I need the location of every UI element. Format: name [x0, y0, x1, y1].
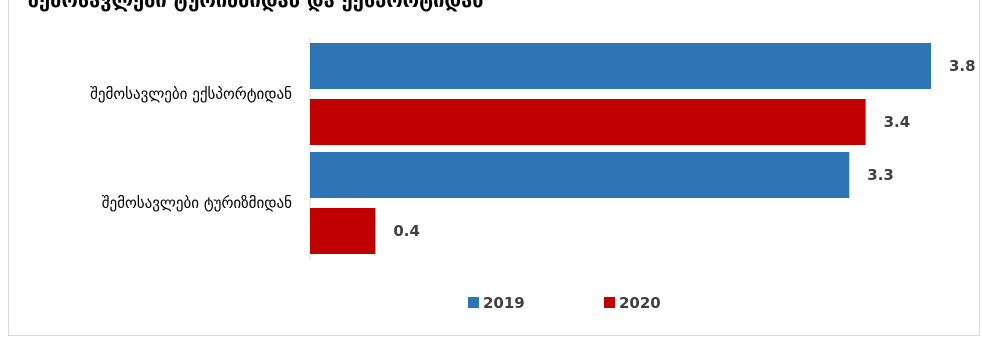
- category-label: შემოსავლები ტურიზმიდან: [102, 194, 292, 212]
- category-label: შემოსავლები ექსპორტიდან: [90, 85, 292, 103]
- data-label: 3.4: [884, 113, 911, 131]
- data-label: 0.4: [393, 222, 420, 240]
- bar-2020: [310, 208, 376, 254]
- bar-2019: [310, 43, 931, 89]
- legend-label-2019: 2019: [483, 294, 525, 312]
- legend-swatch-2020: [604, 297, 615, 308]
- chart-frame: [8, 0, 980, 336]
- legend-label-2020: 2020: [619, 294, 661, 312]
- legend-swatch-2019: [468, 297, 479, 308]
- bar-2019: [310, 152, 850, 198]
- bar-2020: [310, 99, 866, 145]
- chart-title: შემოსავლები ტურიზმიდან და ექსპორტიდან: [28, 0, 484, 12]
- data-label: 3.8: [949, 57, 976, 75]
- data-label: 3.3: [867, 166, 894, 184]
